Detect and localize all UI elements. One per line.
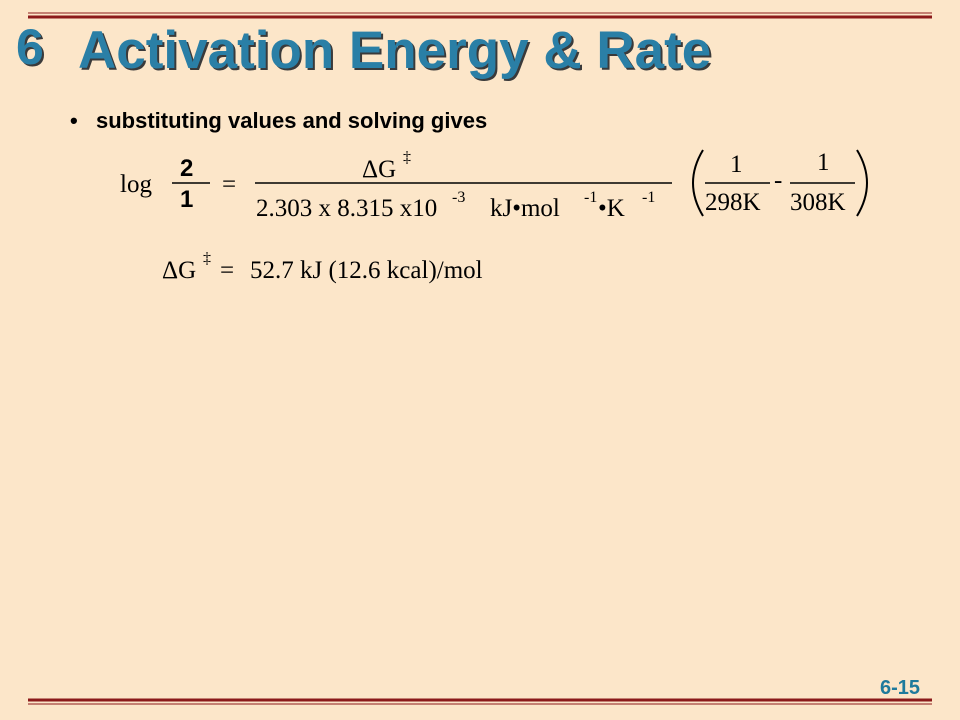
equals: = bbox=[222, 171, 237, 198]
left-paren bbox=[692, 149, 704, 217]
term-numerator: 1 bbox=[817, 149, 830, 176]
rules bbox=[28, 12, 932, 705]
bullet-text: substituting values and solving gives bbox=[96, 108, 488, 133]
chapter-number: 6 bbox=[16, 19, 44, 75]
denominator: 2.303 x 8.315 x10 bbox=[256, 195, 438, 222]
term-numerator: 1 bbox=[730, 151, 743, 178]
term-denominator: 308K bbox=[790, 189, 846, 216]
term-denominator: 298K bbox=[705, 189, 761, 216]
unit: •K bbox=[598, 195, 625, 222]
ratio-denominator: 1 bbox=[180, 186, 194, 213]
right-paren bbox=[856, 149, 868, 217]
result-equals: = bbox=[220, 257, 235, 284]
exponent: -1 bbox=[584, 189, 598, 206]
double-dagger: ‡ bbox=[203, 250, 211, 267]
minus: - bbox=[774, 167, 783, 194]
result-symbol: ΔG bbox=[162, 257, 197, 284]
numerator: ΔG bbox=[362, 156, 397, 183]
exponent: -1 bbox=[642, 189, 656, 206]
bullet-dot: • bbox=[70, 108, 78, 133]
double-dagger: ‡ bbox=[403, 149, 411, 166]
result-value: 52.7 kJ (12.6 kcal)/mol bbox=[250, 257, 483, 284]
log: log bbox=[120, 171, 152, 198]
slide-title: Activation Energy & Rate bbox=[78, 21, 712, 80]
exponent: -3 bbox=[452, 189, 466, 206]
ratio-numerator: 2 bbox=[180, 155, 194, 182]
page-number: 6-15 bbox=[880, 677, 921, 699]
unit: kJ•mol bbox=[490, 195, 560, 222]
